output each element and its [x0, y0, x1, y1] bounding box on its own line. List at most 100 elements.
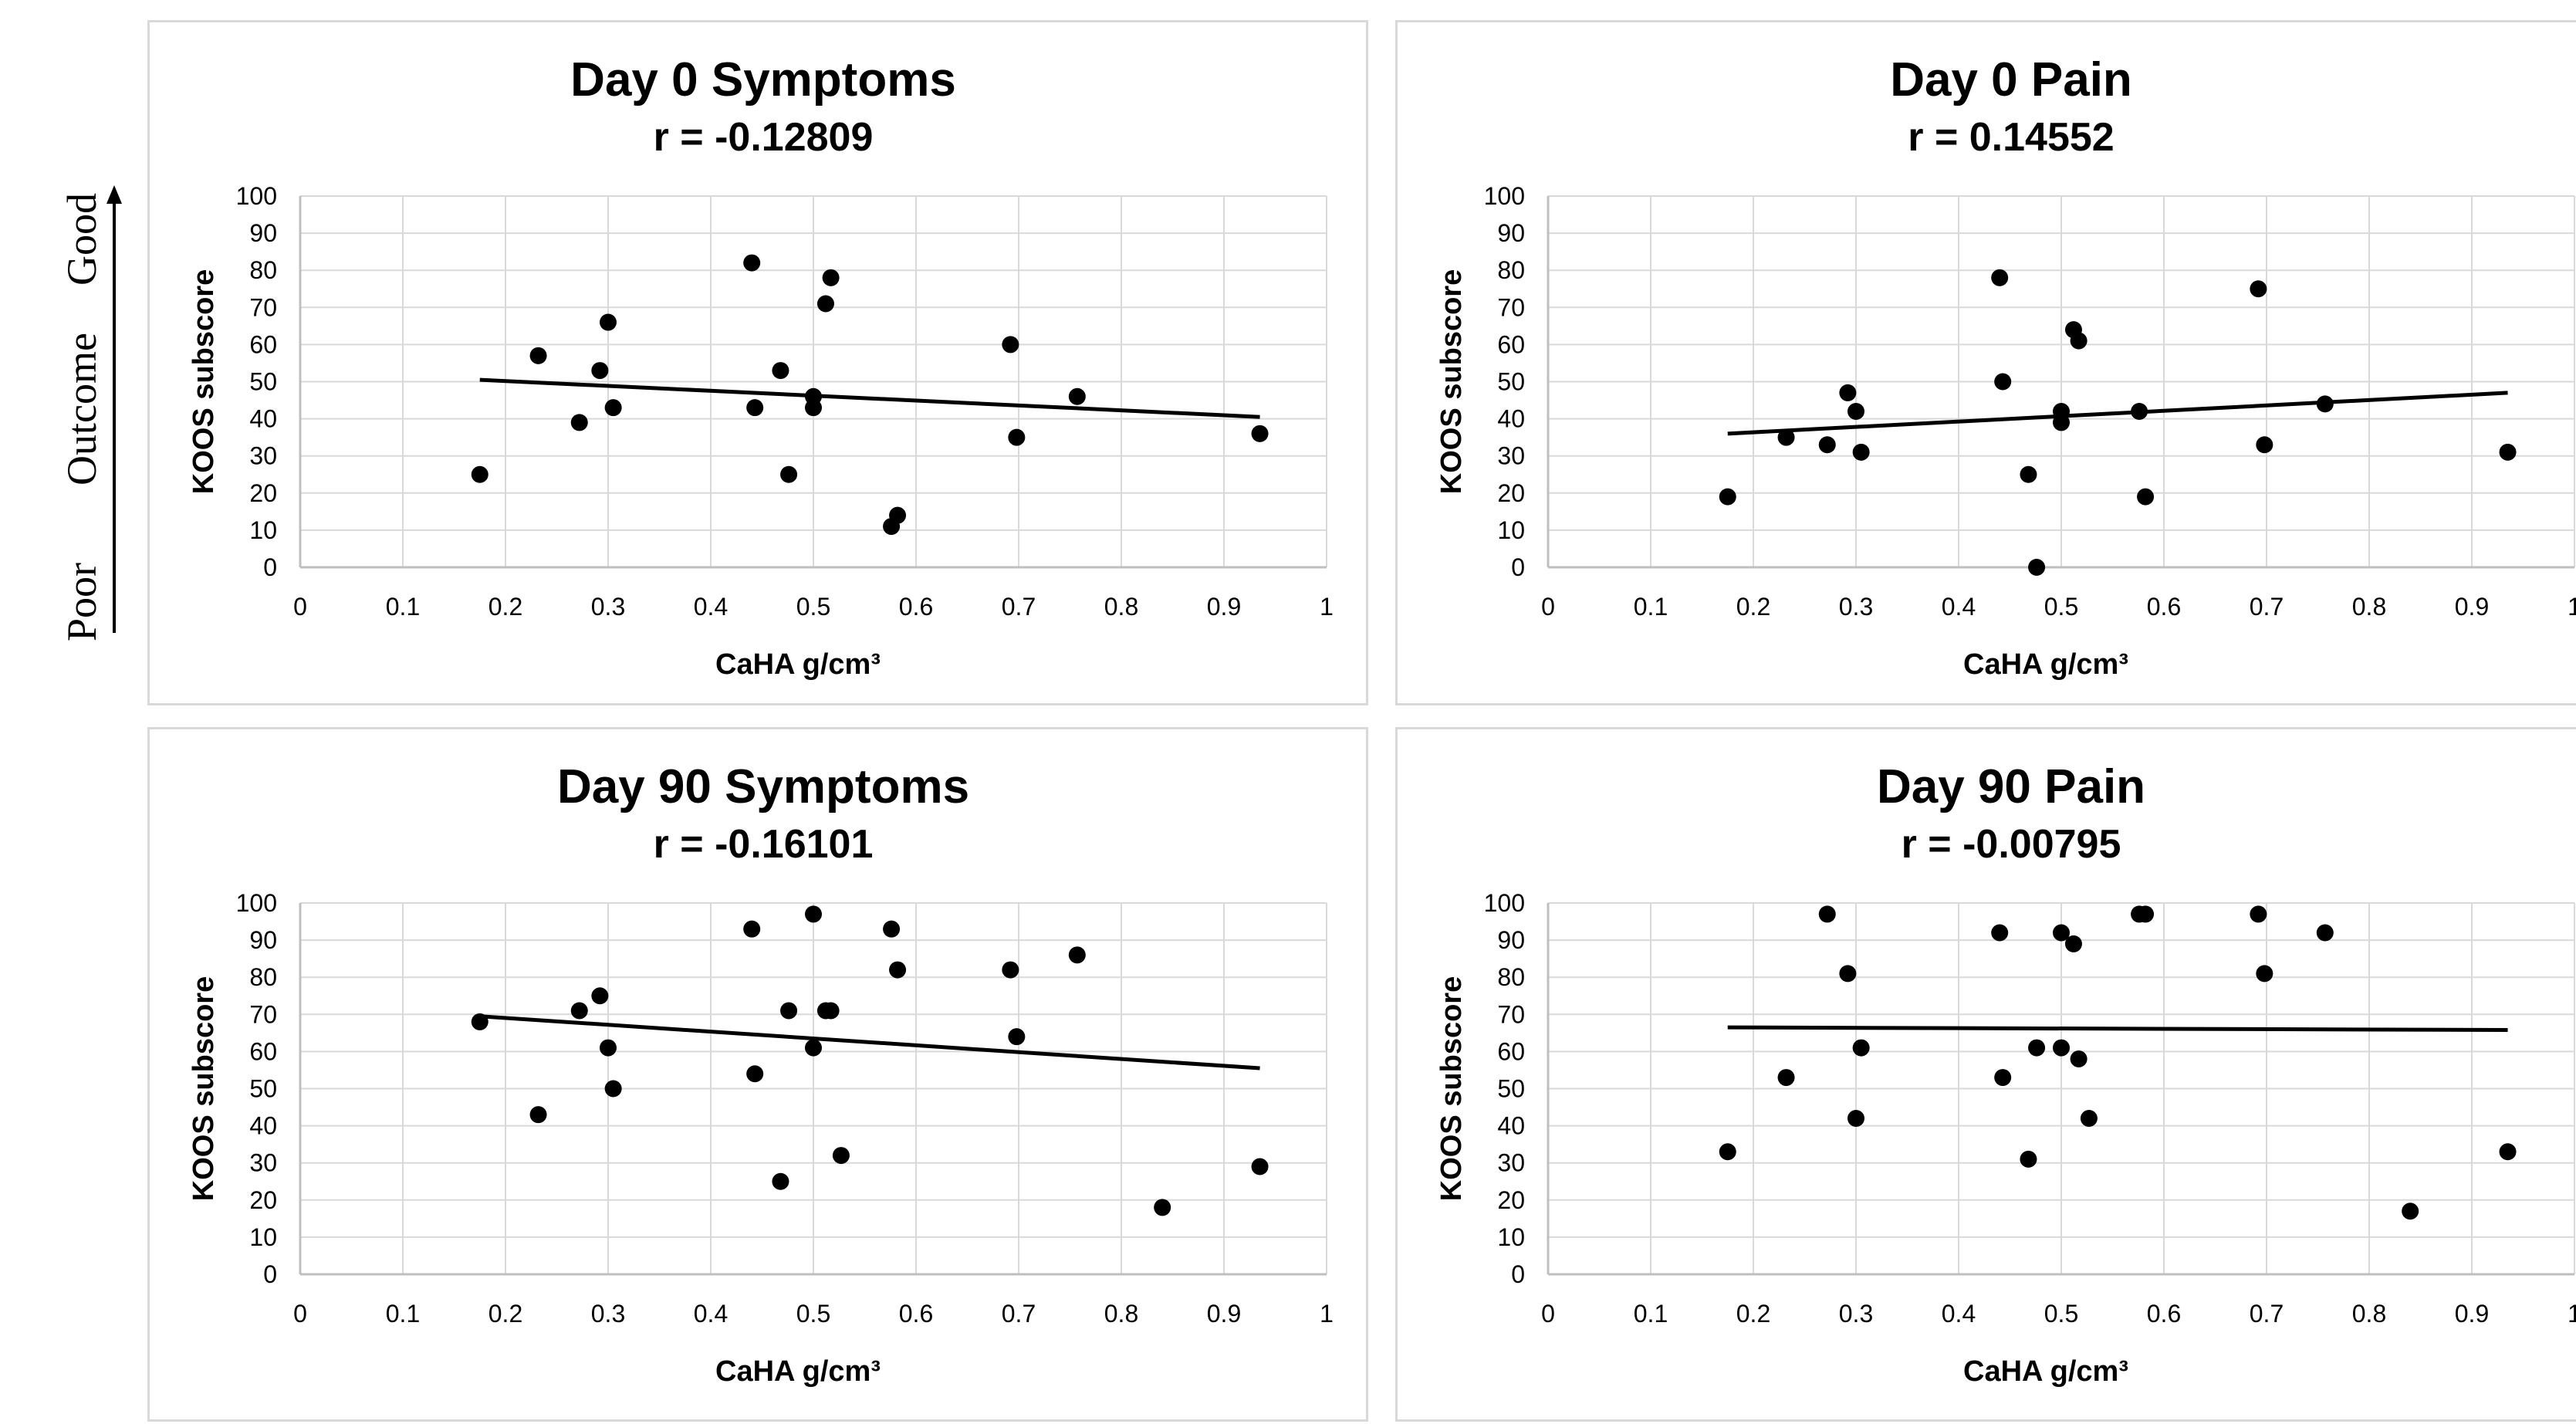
- x-tick-label: 0.2: [488, 1300, 522, 1328]
- x-tick-label: 0: [293, 1300, 307, 1328]
- data-point: [2250, 905, 2267, 923]
- x-tick-label: 0.2: [488, 593, 522, 621]
- correlation-label: r = 0.14552: [1908, 115, 2114, 160]
- x-tick-label: 0.6: [899, 593, 933, 621]
- data-point: [1991, 269, 2009, 286]
- y-tick-label: 90: [1497, 926, 1525, 954]
- y-tick-label: 10: [249, 1223, 277, 1251]
- data-point: [471, 465, 488, 483]
- y-tick-label: 20: [1497, 1186, 1525, 1214]
- x-tick-label: 0.8: [2352, 593, 2386, 621]
- data-point: [2020, 1150, 2037, 1168]
- y-axis-label: KOOS subscore: [1435, 269, 1468, 494]
- x-tick-label: 0.3: [1839, 593, 1873, 621]
- x-tick-label: 0.9: [1207, 593, 1241, 621]
- data-point: [2137, 905, 2155, 923]
- x-tick-label: 0: [293, 593, 307, 621]
- y-tick-label: 100: [1484, 889, 1525, 917]
- x-tick-label: 1: [1320, 1300, 1334, 1328]
- data-point: [2316, 395, 2334, 413]
- y-tick-label: 50: [249, 368, 277, 396]
- data-point: [743, 920, 761, 938]
- data-point: [2316, 924, 2334, 942]
- x-axis-label: CaHA g/cm³: [1963, 648, 2128, 681]
- data-point: [889, 961, 907, 979]
- data-point: [2080, 1109, 2098, 1127]
- data-point: [2070, 1050, 2088, 1068]
- data-point: [1847, 1109, 1864, 1127]
- data-point: [2020, 465, 2037, 483]
- y-tick-label: 80: [1497, 256, 1525, 284]
- x-tick-label: 0.5: [2044, 1300, 2078, 1328]
- data-point: [2256, 436, 2273, 454]
- data-point: [1008, 428, 1026, 446]
- y-tick-label: 70: [249, 1000, 277, 1028]
- y-tick-label: 50: [1497, 1075, 1525, 1103]
- y-tick-label: 10: [1497, 1223, 1525, 1251]
- data-point: [1852, 443, 1870, 461]
- data-point: [2028, 1039, 2046, 1057]
- x-tick-label: 0.9: [1207, 1300, 1241, 1328]
- y-tick-label: 0: [1511, 1260, 1525, 1288]
- data-point: [1251, 1158, 1269, 1175]
- data-point: [1068, 387, 1086, 405]
- y-tick-label: 90: [249, 926, 277, 954]
- scatter-chart: 0 0.1 0.2 0.3 0.4 0.5 0.6 0.7 0.8 0.9 101020304050…: [1435, 53, 2576, 681]
- data-point: [2070, 332, 2088, 350]
- data-point: [1719, 1143, 1736, 1161]
- y-tick-label: 40: [1497, 1112, 1525, 1140]
- x-tick-label: 0.2: [1736, 1300, 1770, 1328]
- data-point: [746, 1065, 764, 1083]
- data-point: [2064, 935, 2082, 952]
- y-tick-label: 80: [249, 963, 277, 991]
- data-point: [2137, 488, 2155, 506]
- data-point: [1719, 488, 1736, 506]
- y-tick-label: 20: [249, 479, 277, 507]
- x-tick-label: 0.6: [899, 1300, 933, 1328]
- data-point: [2499, 1143, 2517, 1161]
- x-tick-label: 0.8: [1104, 1300, 1138, 1328]
- y-tick-label: 30: [1497, 1149, 1525, 1177]
- data-point: [2053, 414, 2070, 431]
- outcome-label: Outcome: [59, 333, 105, 485]
- data-point: [600, 313, 617, 331]
- y-tick-label: 10: [1497, 516, 1525, 544]
- x-tick-label: 0.3: [591, 1300, 625, 1328]
- good-label: Good: [59, 193, 105, 286]
- data-point: [1839, 965, 1857, 983]
- y-tick-label: 70: [249, 293, 277, 321]
- x-axis-label: CaHA g/cm³: [715, 1355, 881, 1388]
- y-tick-label: 80: [1497, 963, 1525, 991]
- y-tick-label: 60: [1497, 1037, 1525, 1065]
- chart-title: Day 0 Symptoms: [570, 53, 956, 107]
- trendline: [1727, 1025, 2508, 1033]
- y-tick-label: 30: [249, 442, 277, 470]
- y-tick-label: 60: [249, 1037, 277, 1065]
- data-point: [805, 1039, 822, 1057]
- poor-label: Poor: [59, 563, 105, 642]
- data-point: [2402, 1202, 2419, 1220]
- chart-title: Day 0 Pain: [1890, 53, 2132, 107]
- chart-panel-day90-pain: 0 0.1 0.2 0.3 0.4 0.5 0.6 0.7 0.8 0.9 1 0 10 20 30 40 50…: [1395, 727, 2576, 1422]
- chart-panel-day90-symptoms: 0 0.1 0.2 0.3 0.4 0.5 0.6 0.7 0.8 0.9 1 0 10 20 30 40 50…: [147, 727, 1368, 1422]
- trendline: [479, 1014, 1260, 1071]
- x-tick-label: 0: [1541, 1300, 1555, 1328]
- outcome-arrow: [106, 185, 122, 633]
- data-point: [529, 347, 547, 364]
- data-point: [743, 254, 761, 272]
- correlation-label: r = -0.00795: [1902, 822, 2121, 867]
- data-point: [1994, 373, 2012, 391]
- data-point: [2250, 280, 2267, 298]
- y-tick-label: 0: [1511, 553, 1525, 581]
- y-tick-label: 20: [1497, 479, 1525, 507]
- x-tick-label: 0.6: [2147, 1300, 2181, 1328]
- data-point: [1991, 924, 2009, 942]
- data-point: [822, 269, 840, 286]
- data-point: [591, 987, 609, 1005]
- data-point: [780, 1002, 798, 1020]
- data-point: [772, 362, 789, 380]
- x-tick-label: 0.6: [2147, 593, 2181, 621]
- chart-panel-day0-symptoms: 0 0.1 0.2 0.3 0.4 0.5 0.6 0.7 0.8 0.9 1 0 10 20 30 40 50…: [147, 20, 1368, 705]
- y-tick-label: 60: [1497, 330, 1525, 358]
- data-point: [1002, 961, 1019, 979]
